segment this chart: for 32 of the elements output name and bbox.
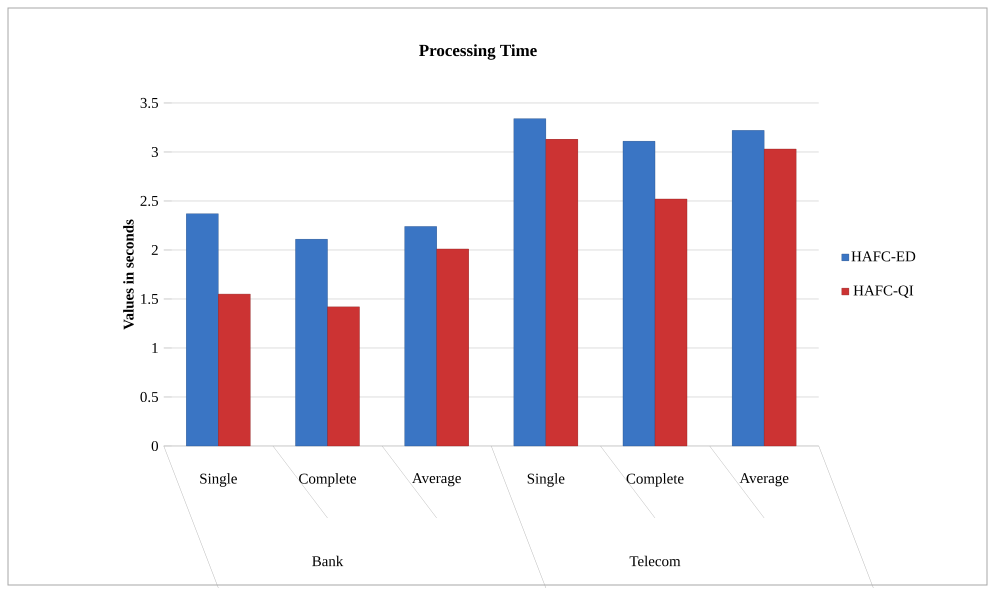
x-tick-label: Complete (626, 473, 684, 487)
y-tick-label: 1.5 (141, 294, 158, 304)
chart-title: Processing Time (419, 44, 537, 60)
y-axis-title: Values in seconds (123, 219, 134, 330)
x-tick-label: Single (528, 473, 564, 487)
bar (327, 306, 360, 446)
bar (218, 294, 251, 446)
text: Bank (312, 556, 344, 566)
bar (436, 248, 469, 446)
bar (764, 148, 796, 446)
legend-label: HAFC-ED (852, 251, 916, 262)
y-tick-label: 2.5 (140, 196, 158, 206)
y-tick-label: 1 (152, 343, 158, 353)
y-tick-label: 3.5 (140, 98, 158, 108)
bar (546, 139, 578, 446)
text: Telecom (630, 556, 680, 566)
bar (622, 141, 656, 446)
y-tick-label: 3 (152, 146, 158, 157)
bar (404, 226, 437, 446)
legend-label: HAFC-QI (854, 285, 914, 298)
bar (732, 130, 764, 446)
x-tick-label: Average (740, 473, 788, 486)
x-tick-label: Single (200, 473, 237, 487)
bar (186, 214, 219, 446)
y-tick-label: 2 (152, 245, 158, 255)
bar (654, 198, 688, 446)
y-tick-label: 0 (152, 440, 158, 452)
bar (514, 118, 546, 446)
y-tick-label: 0.5 (140, 392, 158, 402)
x-tick-label: Complete (299, 473, 356, 487)
bar (295, 239, 328, 446)
x-tick-label: Average (412, 473, 461, 486)
